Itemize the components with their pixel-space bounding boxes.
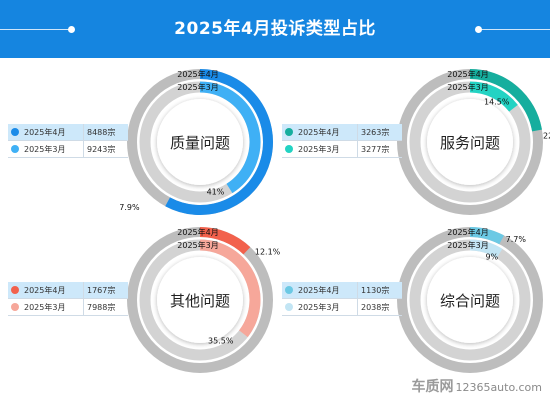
percent-label: 14.5% bbox=[484, 97, 510, 106]
legend-series-name: 2025年4月 bbox=[298, 127, 340, 137]
percent-label: 57.9% bbox=[120, 203, 140, 212]
legend-dot bbox=[11, 285, 19, 294]
legend-series-name: 2025年4月 bbox=[24, 285, 66, 295]
legend-comprehensive: 2025年4月 1130宗 2025年3月 2038宗 bbox=[282, 282, 402, 316]
ring-arc bbox=[469, 239, 503, 259]
ring-series-label: 2025年4月 bbox=[177, 227, 218, 237]
center-label: 其他问题 bbox=[170, 292, 230, 310]
decor-dot-left bbox=[68, 26, 75, 33]
legend-count: 9243宗 bbox=[83, 140, 128, 158]
ring-series-label: 2025年4月 bbox=[177, 69, 218, 79]
legend-dot bbox=[285, 127, 293, 136]
legend-row: 2025年4月 8488宗 bbox=[8, 124, 128, 141]
legend-dot bbox=[285, 144, 293, 153]
percent-label: 41% bbox=[207, 187, 225, 196]
legend-row: 2025年3月 2038宗 bbox=[282, 298, 402, 316]
legend-series-name: 2025年3月 bbox=[298, 302, 340, 312]
center-label: 质量问题 bbox=[170, 134, 230, 152]
ring-series-label: 2025年3月 bbox=[447, 82, 488, 92]
center-disc bbox=[157, 257, 243, 343]
donut-chart-service: 服务问题 2025年4月 2025年3月 22.3% 14.5% bbox=[397, 69, 550, 215]
center-label: 综合问题 bbox=[440, 292, 500, 310]
ring-arc bbox=[199, 81, 261, 194]
ring-series-label: 2025年3月 bbox=[177, 240, 218, 250]
legend-series-name: 2025年3月 bbox=[298, 144, 340, 154]
legend-count: 7988宗 bbox=[83, 298, 128, 316]
legend-count: 8488宗 bbox=[83, 124, 128, 141]
page-title: 2025年4月投诉类型占比 bbox=[174, 19, 376, 39]
percent-label: 35.5% bbox=[208, 337, 234, 346]
center-disc bbox=[427, 99, 513, 185]
ring-series-label: 2025年4月 bbox=[447, 69, 488, 79]
decor-line-left bbox=[0, 29, 70, 30]
watermark: 车质网 12365auto.com bbox=[411, 376, 542, 396]
watermark-brand: 车质网 bbox=[411, 379, 454, 395]
legend-row: 2025年4月 1130宗 bbox=[282, 282, 402, 299]
ring-series-label: 2025年4月 bbox=[447, 227, 488, 237]
legend-count: 2038宗 bbox=[357, 298, 402, 316]
donut-chart-quality: 质量问题 2025年4月 2025年3月 57.9% 41% bbox=[120, 69, 273, 215]
ring-arc bbox=[469, 69, 542, 132]
legend-row: 2025年4月 3263宗 bbox=[282, 124, 402, 141]
ring-arc bbox=[199, 227, 251, 255]
legend-count: 1130宗 bbox=[357, 282, 402, 299]
legend-series-name: 2025年3月 bbox=[24, 302, 66, 312]
legend-row: 2025年3月 9243宗 bbox=[8, 140, 128, 158]
legend-count: 3277宗 bbox=[357, 140, 402, 158]
legend-dot bbox=[11, 302, 19, 311]
ring-arc bbox=[469, 227, 504, 245]
legend-count: 3263宗 bbox=[357, 124, 402, 141]
watermark-site: 12365auto.com bbox=[455, 381, 542, 394]
legend-series-name: 2025年3月 bbox=[24, 144, 66, 154]
legend-row: 2025年4月 1767宗 bbox=[8, 282, 128, 299]
ring-arc bbox=[199, 239, 261, 338]
percent-label: 12.1% bbox=[255, 248, 280, 257]
legend-service: 2025年4月 3263宗 2025年3月 3277宗 bbox=[282, 124, 402, 158]
decor-line-right bbox=[478, 29, 550, 30]
legend-quality: 2025年4月 8488宗 2025年3月 9243宗 bbox=[8, 124, 128, 158]
center-label: 服务问题 bbox=[440, 134, 500, 152]
center-disc bbox=[427, 257, 513, 343]
percent-label: 22.3% bbox=[543, 132, 550, 141]
legend-dot bbox=[11, 144, 19, 153]
legend-count: 1767宗 bbox=[83, 282, 128, 299]
legend-other: 2025年4月 1767宗 2025年3月 7988宗 bbox=[8, 282, 128, 316]
percent-label: 7.7% bbox=[506, 235, 527, 244]
legend-row: 2025年3月 3277宗 bbox=[282, 140, 402, 158]
legend-series-name: 2025年4月 bbox=[298, 285, 340, 295]
decor-dot-right bbox=[475, 26, 482, 33]
ring-arc bbox=[469, 81, 518, 112]
legend-dot bbox=[285, 285, 293, 294]
center-disc bbox=[157, 99, 243, 185]
ring-series-label: 2025年3月 bbox=[447, 240, 488, 250]
percent-label: 9% bbox=[485, 253, 498, 262]
legend-dot bbox=[285, 302, 293, 311]
header-banner: 2025年4月投诉类型占比 bbox=[0, 0, 550, 58]
donut-chart-comprehensive: 综合问题 2025年4月 2025年3月 7.7% 9% bbox=[397, 227, 543, 373]
donut-chart-other: 其他问题 2025年4月 2025年3月 12.1% 35.5% bbox=[127, 227, 280, 373]
legend-dot bbox=[11, 127, 19, 136]
legend-series-name: 2025年4月 bbox=[24, 127, 66, 137]
ring-series-label: 2025年3月 bbox=[177, 82, 218, 92]
legend-row: 2025年3月 7988宗 bbox=[8, 298, 128, 316]
ring-arc bbox=[165, 69, 273, 215]
